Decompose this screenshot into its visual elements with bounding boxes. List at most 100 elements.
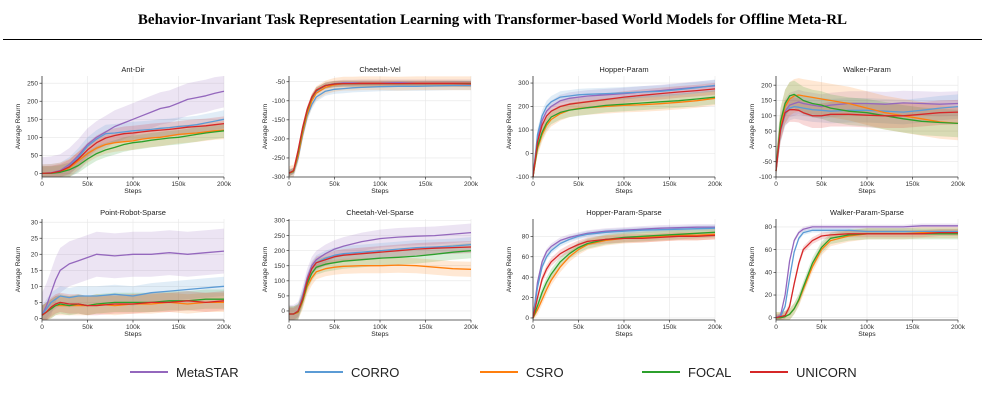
y-tick-label: 100 [27,135,38,142]
series-line-unicorn [41,300,225,316]
band-metastar [289,223,471,320]
y-tick-label: 200 [761,82,772,89]
band-csro [533,229,715,320]
legend-item-metastar: MetaSTAR [130,363,239,381]
series-line-csro [41,129,225,175]
x-tick-label: 150k [171,181,186,188]
chart-ant-dir: 0 50k 100k 150k 200k 0 50 100 150 200 250 Ant-Dir St… [15,65,232,195]
band-csro [533,91,715,177]
chart-title: Cheetah-Vel [359,65,401,74]
y-tick-label: -100 [759,174,772,181]
y-tick-label: 50 [278,293,286,300]
x-tick-label: 0 [287,181,291,188]
x-tick-label: 0 [531,324,535,331]
y-tick-label: 20 [31,251,39,258]
legend-label: CORRO [351,364,400,380]
legend-item-csro: CSRO [480,363,564,381]
band-metastar [42,228,224,320]
y-axis-label: Average Return [749,103,756,149]
y-axis-label: Average Return [506,103,513,149]
x-tick-label: 0 [531,181,535,188]
charts-grid: 0 50k 100k 150k 200k050100150200250Ant-DirSt… [15,65,966,338]
y-tick-label: 200 [27,98,38,105]
band-unicorn [533,83,715,177]
legend: MetaSTAR CORRO CSRO FOCAL UNICORN [0,355,985,385]
series-line-metastar [41,90,225,175]
series-line-unicorn [775,109,959,171]
chart-title: Hopper-Param-Sparse [586,208,661,217]
y-axis-label: Average Return [15,246,22,292]
x-tick-label: 200k [708,181,723,188]
legend-swatch [750,371,788,373]
y-tick-label: 0 [768,144,772,151]
x-tick-label: 50k [816,181,827,188]
y-tick-label: 80 [522,234,530,241]
chart-walker-param: 0 50k 100k 150k 200k -100 -50 0 50 100 150 200 Walke… [749,65,966,195]
y-tick-label: -200 [272,136,285,143]
y-tick-label: 100 [274,278,285,285]
series-line-unicorn [532,234,716,319]
y-tick-label: 300 [518,80,529,87]
x-tick-label: 200k [217,181,232,188]
band-csro [289,76,471,177]
series-line-corro [532,84,716,178]
band-unicorn [42,291,224,320]
y-tick-label: 100 [518,127,529,134]
series-line-csro [775,94,959,171]
x-tick-label: 0 [774,324,778,331]
chart-title: Point-Robot-Sparse [100,208,166,217]
x-tick-label: 150k [418,324,433,331]
y-tick-label: 40 [765,270,773,277]
chart-hopper-param: 0 50k 100k 150k 200k-1000100200300Hopper-Par… [506,65,723,195]
y-tick-label: -100 [272,98,285,105]
series-line-unicorn [532,88,716,178]
y-axis-label: Average Return [15,103,22,149]
band-metastar [533,80,715,177]
chart-cheetah-vel: 0 50k 100k 150k 200k -300 -250 -200 -150 -100 -50 C… [262,65,479,195]
x-tick-label: 50k [82,324,93,331]
y-tick-label: 20 [765,292,773,299]
series-line-corro [532,227,716,319]
x-tick-label: 50k [82,181,93,188]
series-line-unicorn [41,122,225,175]
y-tick-label: 0 [34,316,38,323]
x-tick-label: 150k [905,324,920,331]
y-tick-label: 40 [522,274,530,281]
x-tick-label: 50k [573,324,584,331]
band-csro [289,257,471,320]
legend-item-corro: CORRO [305,363,399,381]
x-tick-label: 100k [617,181,632,188]
band-csro [42,121,224,177]
x-tick-label: 200k [217,324,232,331]
series-line-metastar [532,85,716,178]
y-tick-label: 0 [281,308,285,315]
legend-label: UNICORN [796,364,857,380]
x-tick-label: 0 [40,324,44,331]
x-tick-label: 150k [905,181,920,188]
series-line-focal [42,130,225,175]
y-tick-label: 80 [765,224,773,231]
series-line-unicorn [288,82,472,174]
series-line-metastar [775,225,958,319]
x-tick-label: 50k [329,324,340,331]
y-tick-label: 50 [31,153,39,160]
y-axis-label: Average Return [262,246,269,292]
y-axis-label: Average Return [506,246,513,292]
x-tick-label: 200k [708,324,723,331]
series-line-corro [41,285,225,316]
y-tick-label: 250 [274,233,285,240]
x-tick-label: 50k [816,324,827,331]
x-axis-label: Steps [124,188,142,195]
band-corro [42,276,224,320]
band-metastar [42,76,224,177]
y-tick-label: 200 [274,248,285,255]
chart-cheetah-vel-sparse: 0 50k 100k 150k 200k 0 50 100 150 200 250 300 Cheeta… [262,208,479,338]
legend-label: CSRO [526,364,564,380]
header-rule [3,39,982,40]
y-tick-label: 0 [34,171,38,178]
x-axis-label: Steps [124,331,142,338]
x-tick-label: 50k [329,181,340,188]
y-tick-label: 25 [31,235,39,242]
x-tick-label: 200k [951,324,966,331]
series-line-focal [775,93,959,171]
